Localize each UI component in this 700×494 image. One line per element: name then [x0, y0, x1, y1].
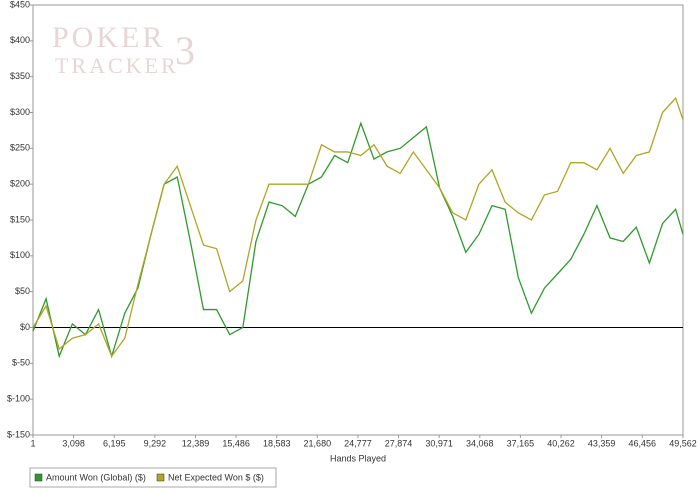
y-tick-label: $-50 [12, 358, 30, 368]
x-tick-label: 6,195 [103, 438, 126, 448]
y-tick-label: $350 [10, 71, 30, 81]
watermark: POKER [52, 21, 165, 54]
y-tick-label: $-100 [7, 394, 30, 404]
y-tick-label: $400 [10, 35, 30, 45]
y-tick-label: $450 [10, 0, 30, 9]
x-tick-label: 9,292 [144, 438, 167, 448]
x-tick-label: 3,098 [62, 438, 85, 448]
x-tick-label: 34,068 [466, 438, 494, 448]
x-axis-label: Hands Played [330, 453, 386, 463]
series-line [32, 96, 684, 358]
x-tick-label: 30,971 [425, 438, 453, 448]
x-tick-label: 24,777 [344, 438, 372, 448]
legend-label: Net Expected Won $ ($) [168, 472, 264, 482]
x-tick-label: 37,165 [507, 438, 535, 448]
y-tick-label: $250 [10, 143, 30, 153]
x-tick-label: 1 [30, 438, 35, 448]
x-tick-label: 21,680 [304, 438, 332, 448]
x-tick-label: 49,562 [669, 438, 697, 448]
legend-swatch [156, 473, 165, 482]
legend-swatch [34, 473, 43, 482]
y-tick-label: $-150 [7, 429, 30, 439]
x-tick-label: 12,389 [182, 438, 210, 448]
y-tick-label: $50 [15, 286, 30, 296]
y-tick-label: $150 [10, 214, 30, 224]
y-tick-label: $100 [10, 250, 30, 260]
x-tick-label: 15,486 [222, 438, 250, 448]
plot-frame [32, 4, 684, 436]
x-tick-label: 43,359 [588, 438, 616, 448]
watermark: 3 [175, 28, 198, 73]
watermark: TRACKER [55, 53, 179, 78]
legend-frame [29, 467, 277, 488]
y-tick-label: $200 [10, 179, 30, 189]
y-tick-label: $300 [10, 107, 30, 117]
x-tick-label: 27,874 [385, 438, 413, 448]
legend-label: Amount Won (Global) ($) [46, 472, 146, 482]
x-tick-label: 18,583 [263, 438, 291, 448]
x-tick-label: 46,456 [628, 438, 656, 448]
x-tick-label: 40,262 [547, 438, 575, 448]
y-tick-label: $0 [20, 322, 30, 332]
